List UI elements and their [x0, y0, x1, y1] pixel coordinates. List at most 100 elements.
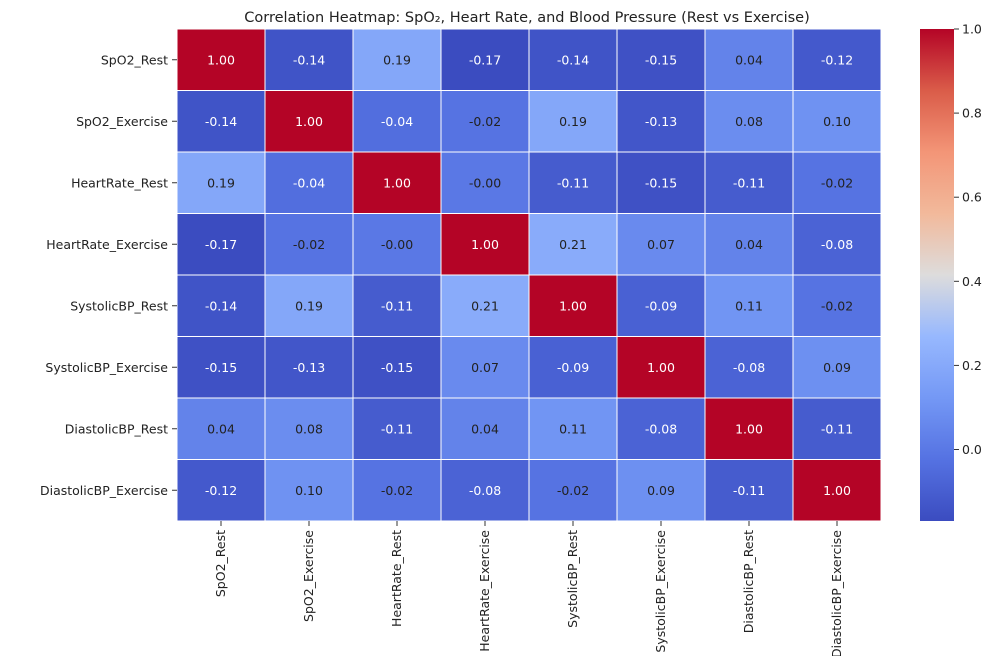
column-label: HeartRate_Exercise: [477, 530, 492, 652]
row-label: SystolicBP_Rest: [70, 298, 168, 313]
column-label: DiastolicBP_Rest: [741, 530, 756, 633]
row-labels: SpO2_Rest SpO2_Exercise HeartRate_Rest Hear…: [40, 52, 177, 498]
cell-value-label: 1.00: [383, 175, 411, 190]
heatmap-cell: [616, 28, 706, 91]
cell-value-label: 1.00: [647, 360, 675, 375]
cell-value-label: -0.02: [821, 175, 853, 190]
heatmap-cell: [352, 459, 442, 522]
heatmap-cell: [528, 459, 618, 522]
cell-value-label: 0.19: [383, 52, 411, 67]
heatmap-cell: [440, 213, 530, 276]
cell-value-label: -0.08: [645, 421, 677, 436]
cell-value-label: 0.19: [207, 175, 235, 190]
cell-value-label: -0.11: [381, 298, 413, 313]
heatmap-cell: [352, 213, 442, 276]
heatmap-cell: [528, 397, 618, 460]
cell-value-label: -0.11: [381, 421, 413, 436]
heatmap-cell: [528, 336, 618, 399]
column-label: SpO2_Exercise: [301, 530, 316, 622]
cell-value-label: -0.02: [381, 483, 413, 498]
cell-value-label: -0.13: [293, 360, 325, 375]
row-label: SpO2_Rest: [101, 52, 168, 67]
heatmap-cell: [440, 274, 530, 337]
heatmap-cell: [528, 28, 618, 91]
column-labels: SpO2_Rest SpO2_Exercise HeartRate_Rest Hear…: [213, 521, 844, 656]
colorbar-tick-label: 0.0: [962, 442, 982, 457]
cell-value-label: -0.15: [645, 52, 677, 67]
cell-value-label: 0.07: [471, 360, 499, 375]
cell-value-label: 1.00: [823, 483, 851, 498]
cell-value-label: -0.12: [821, 52, 853, 67]
cell-value-label: 0.21: [559, 237, 587, 252]
column-label: SpO2_Rest: [213, 530, 228, 597]
heatmap-cell: [264, 28, 354, 91]
cell-value-label: 0.11: [735, 298, 763, 313]
cell-value-label: -0.08: [469, 483, 501, 498]
heatmap-cell: [352, 336, 442, 399]
heatmap-cell: [264, 151, 354, 214]
heatmap-cell: [264, 336, 354, 399]
cell-value-label: 0.04: [207, 421, 235, 436]
cell-value-label: -0.15: [205, 360, 237, 375]
heatmap-cell: [528, 151, 618, 214]
colorbar-tick-label: 0.6: [962, 190, 982, 205]
cell-value-label: 0.10: [823, 114, 851, 129]
heatmap-cell: [264, 397, 354, 460]
cell-value-label: -0.14: [205, 298, 237, 313]
heatmap-cell: [264, 90, 354, 153]
heatmap-cell: [616, 336, 706, 399]
heatmap-cell: [704, 274, 794, 337]
heatmap-cell: [704, 397, 794, 460]
row-label: SystolicBP_Exercise: [45, 360, 168, 375]
row-label: DiastolicBP_Exercise: [40, 483, 168, 498]
heatmap-cell: [440, 28, 530, 91]
cell-value-label: 1.00: [735, 421, 763, 436]
cell-value-label: -0.00: [381, 237, 413, 252]
cell-value-label: -0.04: [293, 175, 325, 190]
colorbar: 0.0 0.2 0.4 0.6 0.8 1.0: [920, 22, 982, 521]
cell-value-label: -0.14: [205, 114, 237, 129]
cell-value-label: 0.21: [471, 298, 499, 313]
cell-value-label: -0.15: [381, 360, 413, 375]
cell-value-label: -0.09: [557, 360, 589, 375]
heatmap-cell: [528, 213, 618, 276]
heatmap-cell: [440, 151, 530, 214]
row-label: HeartRate_Exercise: [46, 237, 168, 252]
cell-value-label: 0.08: [735, 114, 763, 129]
column-label: HeartRate_Rest: [389, 530, 404, 627]
colorbar-tick-label: 1.0: [962, 22, 982, 37]
cell-value-label: -0.17: [469, 52, 501, 67]
cell-value-label: 0.19: [559, 114, 587, 129]
cell-value-label: 0.04: [735, 237, 763, 252]
heatmap-cell: [616, 90, 706, 153]
cell-value-label: 1.00: [207, 52, 235, 67]
heatmap-cell: [792, 459, 882, 522]
cell-value-label: 0.19: [295, 298, 323, 313]
heatmap-cell: [616, 397, 706, 460]
colorbar-tick-label: 0.4: [962, 274, 982, 289]
heatmap-cell: [440, 90, 530, 153]
heatmap-cell: [176, 397, 266, 460]
cell-value-label: -0.15: [645, 175, 677, 190]
chart-title: Correlation Heatmap: SpO₂, Heart Rate, a…: [244, 10, 810, 26]
cell-value-label: 0.09: [823, 360, 851, 375]
heatmap-cell: [704, 336, 794, 399]
heatmap-cell: [792, 397, 882, 460]
heatmap-cell: [792, 151, 882, 214]
cell-value-label: -0.02: [469, 114, 501, 129]
colorbar-tick-label: 0.8: [962, 106, 982, 121]
row-label: HeartRate_Rest: [71, 175, 168, 190]
heatmap-cells: 1.00 -0.14 0.19 -0.17 -0.14 -0.15 0.04 -0.12 -0.…: [176, 28, 882, 522]
cell-value-label: -0.02: [821, 298, 853, 313]
cell-value-label: -0.08: [733, 360, 765, 375]
cell-value-label: -0.09: [645, 298, 677, 313]
heatmap-cell: [792, 90, 882, 153]
cell-value-label: 1.00: [471, 237, 499, 252]
colorbar-gradient: [920, 29, 954, 521]
cell-value-label: -0.14: [557, 52, 589, 67]
heatmap-cell: [352, 397, 442, 460]
heatmap-cell: [792, 274, 882, 337]
cell-value-label: 0.07: [647, 237, 675, 252]
cell-value-label: -0.17: [205, 237, 237, 252]
